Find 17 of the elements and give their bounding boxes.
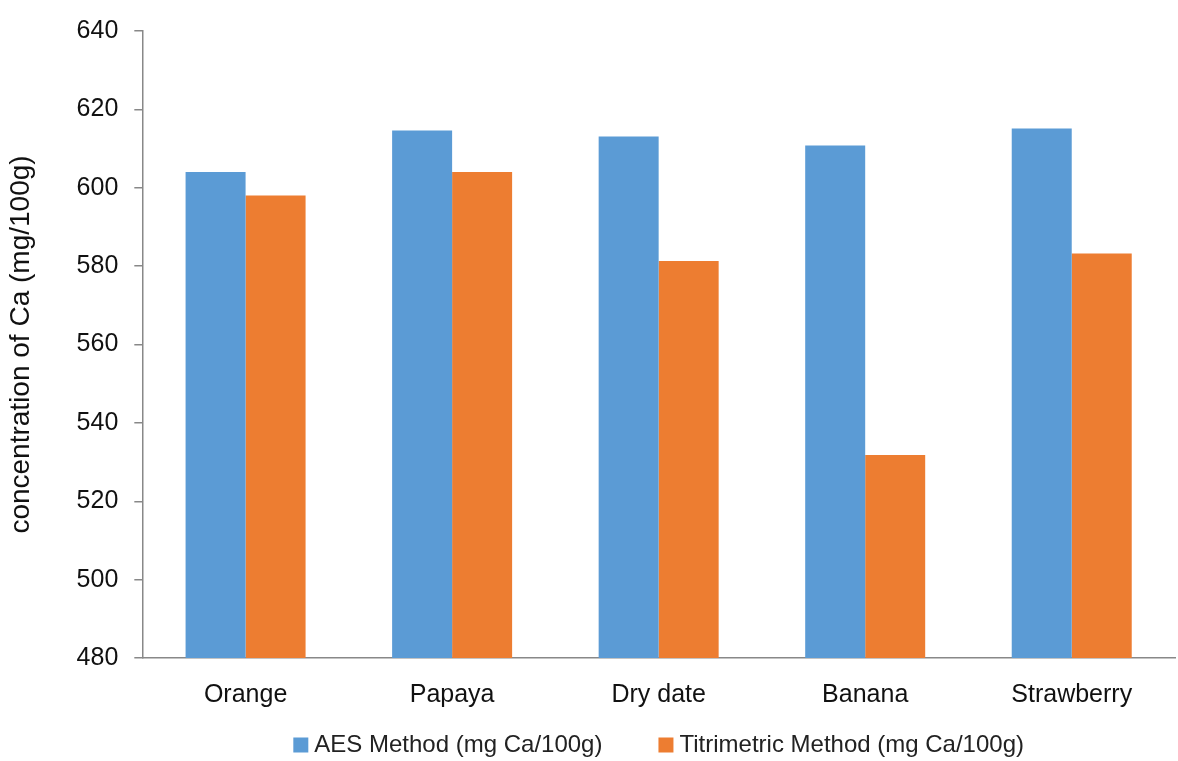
y-tick-label: 480: [76, 641, 119, 670]
x-tick-label: Banana: [822, 678, 909, 707]
x-tick-label: Orange: [203, 678, 288, 707]
legend-label: Titrimetric Method (mg Ca/100g): [679, 729, 1024, 757]
y-tick-label: 600: [76, 171, 119, 200]
y-tick-label: 580: [76, 250, 119, 279]
y-tick-label: 560: [76, 328, 119, 357]
x-tick-label: Strawberry: [1011, 678, 1133, 707]
y-tick-label: 620: [76, 93, 119, 122]
y-tick-label: 500: [76, 563, 119, 592]
y-tick-label: 640: [76, 14, 119, 43]
x-tick-label: Papaya: [409, 678, 495, 707]
y-tick-label: 540: [76, 406, 119, 435]
legend-label: AES Method (mg Ca/100g): [314, 729, 603, 757]
y-axis-title: concentration of Ca (mg/100g): [3, 155, 35, 534]
y-tick-label: 520: [76, 485, 119, 514]
x-tick-label: Dry date: [611, 678, 706, 707]
